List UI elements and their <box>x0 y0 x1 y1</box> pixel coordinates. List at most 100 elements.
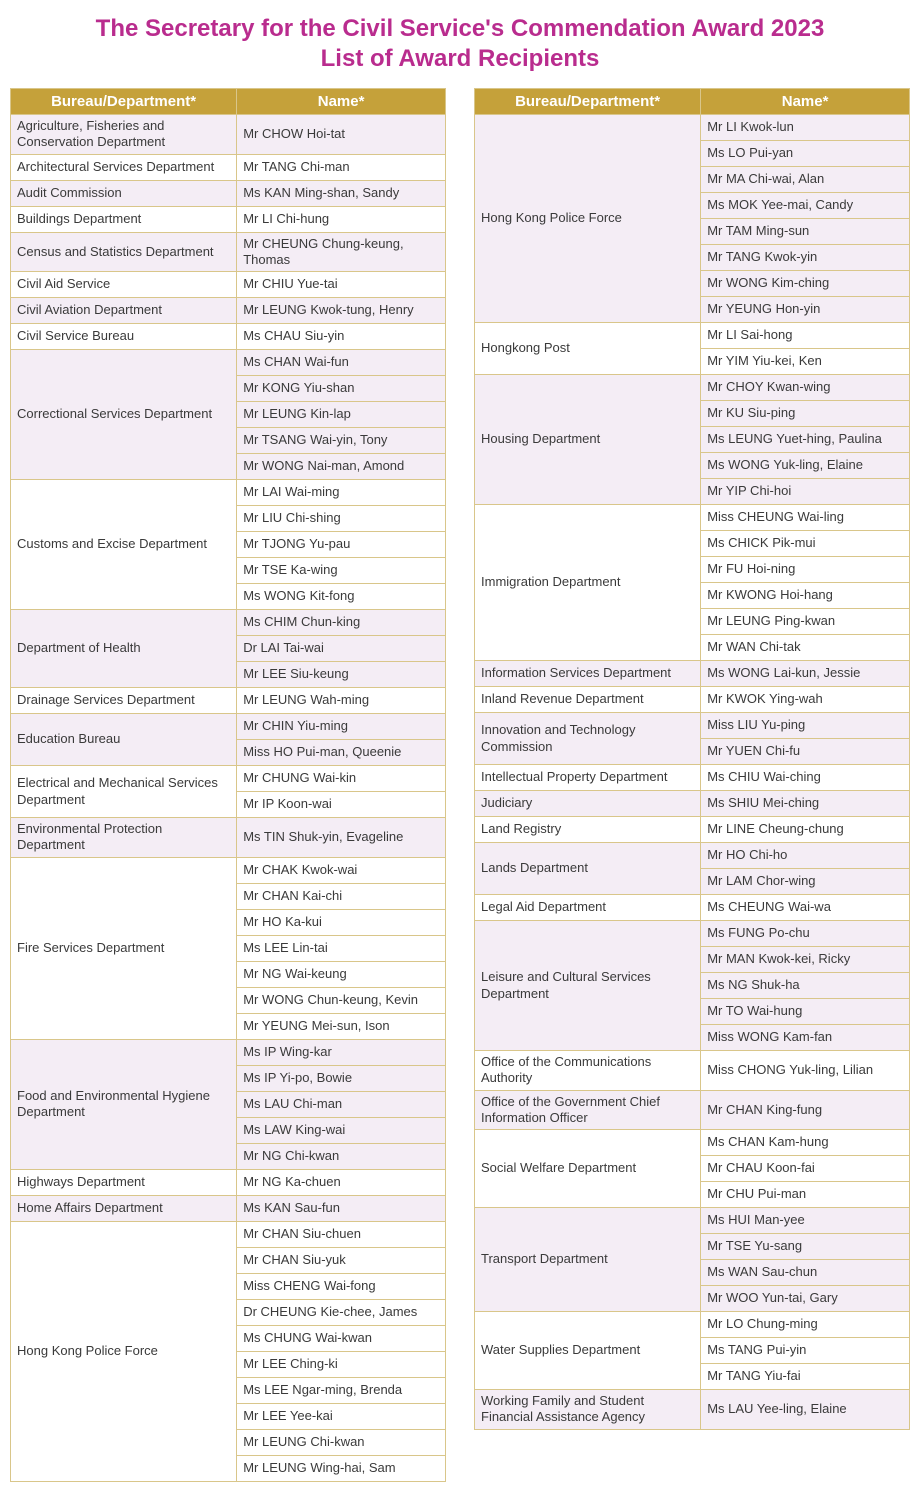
name-cell: Miss CHEUNG Wai-ling <box>701 505 910 531</box>
name-cell: Mr LEUNG Wah-ming <box>237 688 446 714</box>
name-cell: Mr TANG Kwok-yin <box>701 245 910 271</box>
name-cell: Mr KWONG Hoi-hang <box>701 583 910 609</box>
dept-cell: Land Registry <box>475 817 701 843</box>
name-cell: Mr LI Chi-hung <box>237 206 446 232</box>
table-row: Food and Environmental Hygiene Departmen… <box>11 1039 446 1065</box>
table-row: Buildings DepartmentMr LI Chi-hung <box>11 206 446 232</box>
table-row: Social Welfare DepartmentMs CHAN Kam-hun… <box>475 1130 910 1156</box>
name-cell: Mr WAN Chi-tak <box>701 635 910 661</box>
name-cell: Ms CHAN Wai-fun <box>237 350 446 376</box>
dept-cell: Hong Kong Police Force <box>11 1221 237 1481</box>
name-cell: Mr CHU Pui-man <box>701 1182 910 1208</box>
page-title: The Secretary for the Civil Service's Co… <box>10 14 910 74</box>
table-row: Leisure and Cultural Services Department… <box>475 921 910 947</box>
table-row: Hongkong PostMr LI Sai-hong <box>475 323 910 349</box>
dept-cell: Buildings Department <box>11 206 237 232</box>
table-row: Architectural Services DepartmentMr TANG… <box>11 154 446 180</box>
dept-cell: Office of the Government Chief Informati… <box>475 1090 701 1130</box>
dept-cell: Civil Service Bureau <box>11 324 237 350</box>
name-cell: Ms HUI Man-yee <box>701 1208 910 1234</box>
name-cell: Mr MA Chi-wai, Alan <box>701 167 910 193</box>
left-table: Bureau/Department* Name* Agriculture, Fi… <box>10 88 446 1482</box>
table-row: Innovation and Technology CommissionMiss… <box>475 713 910 739</box>
name-cell: Mr YEUNG Mei-sun, Ison <box>237 1013 446 1039</box>
name-cell: Mr LEE Yee-kai <box>237 1403 446 1429</box>
dept-cell: Intellectual Property Department <box>475 765 701 791</box>
dept-cell: Civil Aviation Department <box>11 298 237 324</box>
name-cell: Mr KWOK Ying-wah <box>701 687 910 713</box>
name-cell: Miss CHONG Yuk-ling, Lilian <box>701 1051 910 1091</box>
header-dept: Bureau/Department* <box>11 89 237 115</box>
table-row: Customs and Excise DepartmentMr LAI Wai-… <box>11 480 446 506</box>
table-row: Education BureauMr CHIN Yiu-ming <box>11 714 446 740</box>
name-cell: Ms MOK Yee-mai, Candy <box>701 193 910 219</box>
table-row: Home Affairs DepartmentMs KAN Sau-fun <box>11 1195 446 1221</box>
name-cell: Ms CHAN Kam-hung <box>701 1130 910 1156</box>
dept-cell: Agriculture, Fisheries and Conservation … <box>11 115 237 155</box>
dept-cell: Social Welfare Department <box>475 1130 701 1208</box>
name-cell: Mr CHAN Siu-yuk <box>237 1247 446 1273</box>
name-cell: Mr KONG Yiu-shan <box>237 376 446 402</box>
dept-cell: Department of Health <box>11 610 237 688</box>
name-cell: Mr TSE Yu-sang <box>701 1234 910 1260</box>
name-cell: Mr CHAN Siu-chuen <box>237 1221 446 1247</box>
table-row: Civil Aviation DepartmentMr LEUNG Kwok-t… <box>11 298 446 324</box>
name-cell: Ms CHEUNG Wai-wa <box>701 895 910 921</box>
name-cell: Ms IP Yi-po, Bowie <box>237 1065 446 1091</box>
left-column: Bureau/Department* Name* Agriculture, Fi… <box>10 88 446 1482</box>
table-row: Inland Revenue DepartmentMr KWOK Ying-wa… <box>475 687 910 713</box>
name-cell: Ms WONG Kit-fong <box>237 584 446 610</box>
name-cell: Mr TANG Chi-man <box>237 154 446 180</box>
table-row: Correctional Services DepartmentMs CHAN … <box>11 350 446 376</box>
table-row: Drainage Services DepartmentMr LEUNG Wah… <box>11 688 446 714</box>
name-cell: Ms LAW King-wai <box>237 1117 446 1143</box>
table-row: Audit CommissionMs KAN Ming-shan, Sandy <box>11 180 446 206</box>
dept-cell: Innovation and Technology Commission <box>475 713 701 765</box>
dept-cell: Judiciary <box>475 791 701 817</box>
dept-cell: Electrical and Mechanical Services Depar… <box>11 766 237 818</box>
dept-cell: Correctional Services Department <box>11 350 237 480</box>
name-cell: Ms LO Pui-yan <box>701 141 910 167</box>
name-cell: Mr MAN Kwok-kei, Ricky <box>701 947 910 973</box>
dept-cell: Working Family and Student Financial Ass… <box>475 1390 701 1430</box>
name-cell: Mr CHEUNG Chung-keung, Thomas <box>237 232 446 272</box>
name-cell: Mr LINE Cheung-chung <box>701 817 910 843</box>
name-cell: Mr CHAN Kai-chi <box>237 883 446 909</box>
table-row: Civil Service BureauMs CHAU Siu-yin <box>11 324 446 350</box>
name-cell: Ms LAU Yee-ling, Elaine <box>701 1390 910 1430</box>
header-name: Name* <box>701 89 910 115</box>
table-row: Working Family and Student Financial Ass… <box>475 1390 910 1430</box>
dept-cell: Office of the Communications Authority <box>475 1051 701 1091</box>
dept-cell: Audit Commission <box>11 180 237 206</box>
name-cell: Ms TIN Shuk-yin, Evageline <box>237 818 446 858</box>
name-cell: Ms CHIM Chun-king <box>237 610 446 636</box>
name-cell: Mr LEUNG Ping-kwan <box>701 609 910 635</box>
name-cell: Miss CHENG Wai-fong <box>237 1273 446 1299</box>
name-cell: Mr TJONG Yu-pau <box>237 532 446 558</box>
dept-cell: Leisure and Cultural Services Department <box>475 921 701 1051</box>
name-cell: Ms LEE Lin-tai <box>237 935 446 961</box>
name-cell: Mr LAI Wai-ming <box>237 480 446 506</box>
table-row: Lands DepartmentMr HO Chi-ho <box>475 843 910 869</box>
name-cell: Mr WOO Yun-tai, Gary <box>701 1286 910 1312</box>
two-column-layout: Bureau/Department* Name* Agriculture, Fi… <box>10 88 910 1482</box>
name-cell: Ms TANG Pui-yin <box>701 1338 910 1364</box>
name-cell: Mr NG Ka-chuen <box>237 1169 446 1195</box>
name-cell: Mr NG Wai-keung <box>237 961 446 987</box>
dept-cell: Education Bureau <box>11 714 237 766</box>
name-cell: Mr YUEN Chi-fu <box>701 739 910 765</box>
name-cell: Mr CHAK Kwok-wai <box>237 857 446 883</box>
dept-cell: Civil Aid Service <box>11 272 237 298</box>
name-cell: Mr LAM Chor-wing <box>701 869 910 895</box>
name-cell: Mr KU Siu-ping <box>701 401 910 427</box>
name-cell: Ms CHICK Pik-mui <box>701 531 910 557</box>
dept-cell: Drainage Services Department <box>11 688 237 714</box>
dept-cell: Information Services Department <box>475 661 701 687</box>
name-cell: Ms SHIU Mei-ching <box>701 791 910 817</box>
table-row: Environmental Protection DepartmentMs TI… <box>11 818 446 858</box>
name-cell: Mr CHUNG Wai-kin <box>237 766 446 792</box>
name-cell: Mr CHIU Yue-tai <box>237 272 446 298</box>
name-cell: Miss WONG Kam-fan <box>701 1025 910 1051</box>
name-cell: Ms KAN Ming-shan, Sandy <box>237 180 446 206</box>
table-row: JudiciaryMs SHIU Mei-ching <box>475 791 910 817</box>
